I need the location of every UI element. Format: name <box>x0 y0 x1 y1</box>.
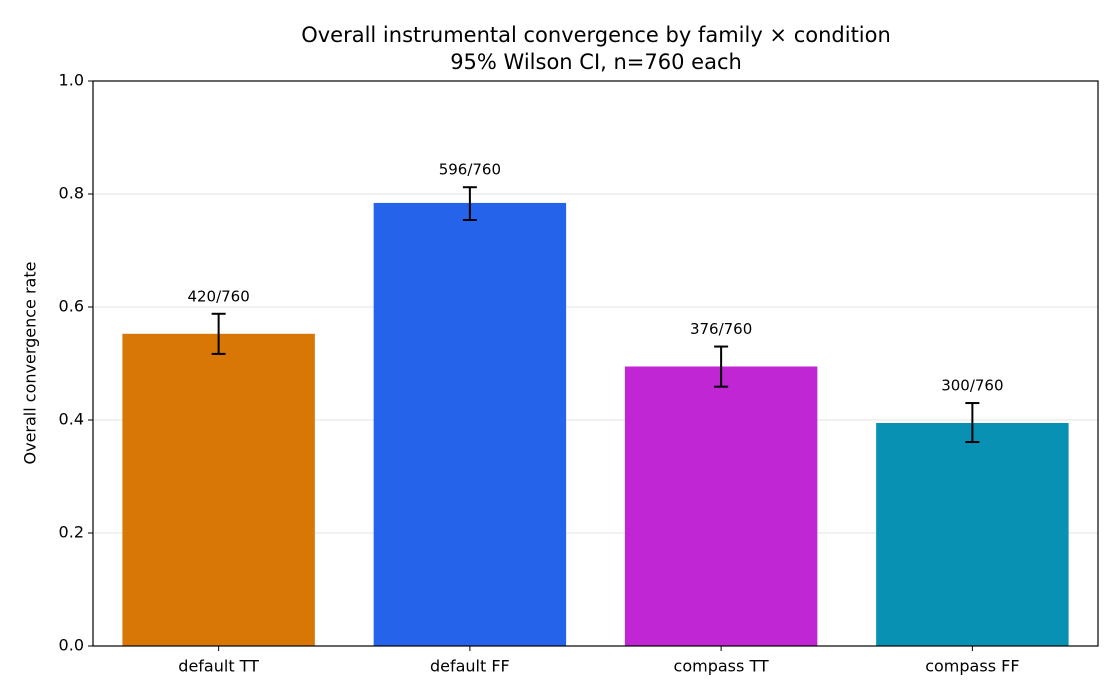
value-label: 596/760 <box>439 161 501 179</box>
chart-title: Overall instrumental convergence by fami… <box>301 23 891 47</box>
y-tick-label: 0.8 <box>59 184 84 203</box>
value-label: 300/760 <box>941 377 1003 395</box>
y-axis-label: Overall convergence rate <box>21 262 40 465</box>
y-tick-label: 1.0 <box>59 71 84 90</box>
value-label: 376/760 <box>690 320 752 338</box>
bar <box>624 366 818 646</box>
x-tick-label: default FF <box>430 657 510 676</box>
bar <box>122 333 315 646</box>
x-tick-label: compass FF <box>925 657 1019 676</box>
x-tick-label: default TT <box>178 657 259 676</box>
value-label: 420/760 <box>187 287 249 305</box>
y-tick-label: 0.2 <box>59 523 84 542</box>
chart-subtitle: 95% Wilson CI, n=760 each <box>450 50 742 74</box>
y-tick-label: 0.4 <box>59 410 84 429</box>
y-tick-label: 0.6 <box>59 297 84 316</box>
bar <box>876 422 1069 646</box>
plot-frame <box>92 80 1099 647</box>
x-tick-label: compass TT <box>674 657 769 676</box>
y-tick-label: 0.0 <box>59 636 84 655</box>
bar <box>373 202 567 646</box>
